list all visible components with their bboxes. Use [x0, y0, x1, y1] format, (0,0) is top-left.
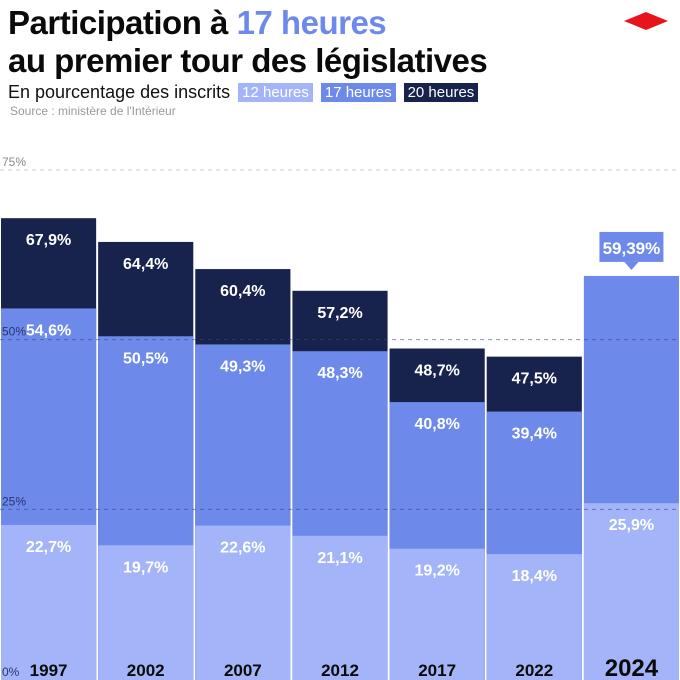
y-tick-label: 25% [2, 494, 26, 508]
data-label: 54,6% [26, 322, 71, 339]
data-label: 48,7% [414, 362, 459, 379]
data-label: 50,5% [123, 350, 168, 367]
data-label: 21,1% [317, 550, 362, 567]
bar-12h-2022 [486, 554, 582, 680]
data-label: 49,3% [220, 358, 265, 375]
y-tick-label: 0% [2, 665, 20, 679]
legend-20h: 20 heures [403, 83, 479, 102]
bar-12h-2012 [292, 535, 388, 680]
bar-12h-1997 [1, 524, 97, 680]
y-tick-label: 75% [2, 155, 26, 169]
data-label: 40,8% [414, 416, 459, 433]
x-tick-label: 2024 [605, 655, 659, 680]
legend-17h: 17 heures [320, 83, 396, 102]
source: Source : ministère de l'Intérieur [10, 104, 176, 118]
data-label: 67,9% [26, 232, 71, 249]
data-label: 48,3% [317, 365, 362, 382]
bar-12h-2007 [195, 525, 291, 680]
data-label: 64,4% [123, 256, 168, 273]
bar-12h-2002 [98, 545, 194, 680]
chart-title: Participation à 17 heures au premier tou… [8, 4, 488, 80]
title-part1: Participation à [8, 4, 237, 41]
x-tick-label: 2007 [224, 661, 262, 680]
x-tick-label: 2002 [127, 661, 165, 680]
callout-label: 59,39% [603, 239, 661, 258]
data-label: 18,4% [512, 568, 557, 585]
data-label: 39,4% [512, 426, 557, 443]
data-label: 25,9% [609, 517, 654, 534]
bar-12h-2024 [583, 503, 679, 680]
data-label: 60,4% [220, 283, 265, 300]
data-label: 57,2% [317, 305, 362, 322]
x-tick-label: 1997 [30, 661, 68, 680]
data-label: 47,5% [512, 371, 557, 388]
bar-12h-2017 [389, 548, 485, 680]
callout-pointer [624, 261, 639, 270]
title-highlight: 17 heures [236, 4, 387, 41]
callout-box [599, 231, 664, 262]
logo-icon [624, 12, 668, 30]
x-tick-label: 2022 [515, 661, 553, 680]
subtitle-row: En pourcentage des inscrits 12 heures 17… [8, 82, 479, 103]
data-label: 19,7% [123, 559, 168, 576]
x-tick-label: 2012 [321, 661, 359, 680]
data-label: 19,2% [414, 563, 459, 580]
legend-12h: 12 heures [238, 83, 313, 102]
data-label: 22,7% [26, 539, 71, 556]
subtitle: En pourcentage des inscrits [8, 82, 231, 102]
x-tick-label: 2017 [418, 661, 456, 680]
title-line2: au premier tour des législatives [8, 42, 488, 79]
y-tick-label: 50% [2, 325, 26, 339]
data-label: 22,6% [220, 540, 265, 557]
